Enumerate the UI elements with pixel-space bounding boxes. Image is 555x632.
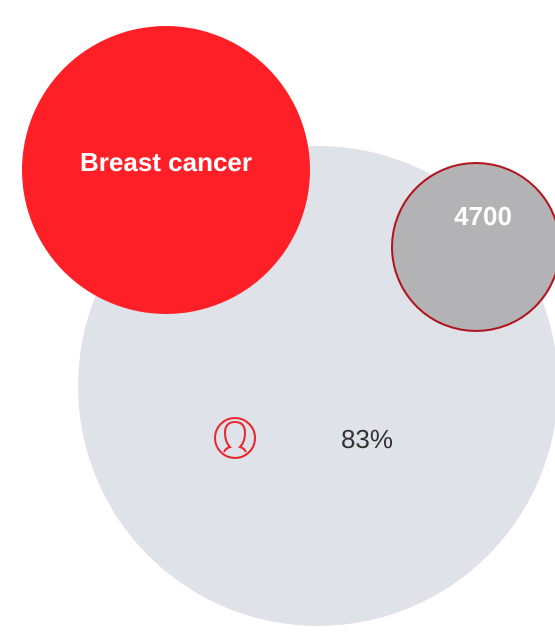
count: 4700 xyxy=(454,201,512,231)
share: 83% xyxy=(341,424,393,454)
title: Breast cancer xyxy=(80,147,252,177)
female-icon xyxy=(214,417,256,459)
title-circle xyxy=(22,26,310,314)
count-circle xyxy=(391,162,555,332)
